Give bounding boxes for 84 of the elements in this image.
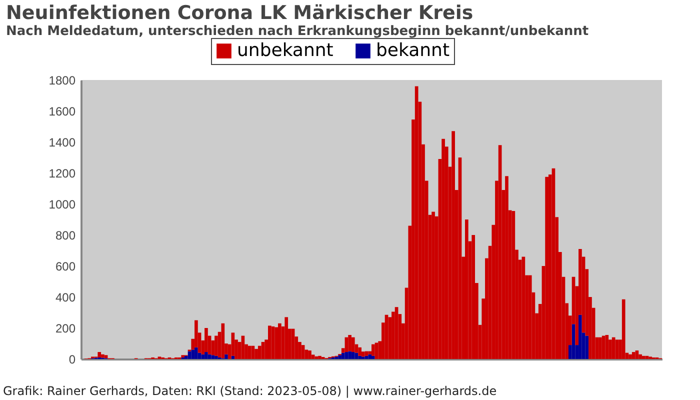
bar: [318, 356, 322, 359]
y-tick-label: 400: [55, 290, 76, 304]
bar: [278, 323, 282, 359]
bar: [628, 354, 632, 359]
bar: [528, 275, 532, 359]
text: Grafik: Rainer Gerhards, Daten: RKI (Stand: 2023-05-08) | www.rainer-gerhards.de: [3, 384, 497, 398]
bar: [505, 176, 508, 359]
chart-subtitle: Nach Meldedatum, unterschieden nach Erkrankungsbeginn bekannt/unbekannt: [6, 24, 589, 39]
y-tick-label: 1800: [48, 74, 76, 88]
bar: [512, 210, 516, 359]
bar: [311, 354, 315, 359]
bar: [268, 326, 272, 359]
bar: [632, 352, 636, 359]
bar: [578, 314, 582, 359]
bar: [622, 299, 626, 359]
legend-label: unbekannt: [237, 40, 334, 61]
bar: [344, 352, 348, 359]
bar: [348, 334, 352, 352]
bar: [545, 176, 548, 359]
y-tick-label: 0: [68, 352, 76, 366]
bar: [274, 327, 278, 359]
bar: [472, 235, 476, 359]
bar: [258, 346, 262, 359]
bar: [214, 336, 218, 356]
y-tick-label: 800: [55, 228, 76, 242]
bar: [191, 350, 195, 359]
bar: [432, 212, 435, 359]
bar: [458, 158, 462, 359]
bar: [615, 340, 619, 359]
bar: [308, 350, 312, 359]
bar: [368, 354, 372, 359]
bar: [201, 354, 205, 359]
bar: [498, 145, 502, 359]
bar: [314, 356, 318, 359]
bar: [224, 354, 228, 359]
bar: [351, 337, 355, 352]
bar: [361, 352, 365, 357]
bar: [598, 337, 602, 359]
y-tick-label: 600: [55, 260, 76, 274]
bar: [394, 307, 398, 359]
bar: [254, 348, 258, 359]
y-tick-label: 1200: [48, 166, 76, 180]
y-tick-label: 1400: [48, 136, 76, 150]
bar: [214, 356, 218, 359]
bar: [642, 356, 646, 359]
bar: [442, 138, 445, 359]
bar: [284, 317, 288, 359]
bar: [211, 340, 215, 356]
bar: [184, 356, 188, 359]
bar: [358, 347, 362, 356]
bar: [211, 355, 215, 359]
bar: [452, 131, 455, 359]
bar: [98, 352, 102, 358]
bar: [372, 356, 375, 359]
bar: [338, 355, 342, 359]
bar: [572, 324, 576, 359]
bar: [348, 351, 352, 359]
bar: [585, 336, 589, 359]
bar: [372, 344, 375, 356]
bar: [358, 356, 362, 359]
bar: [374, 342, 378, 359]
bar: [414, 86, 418, 359]
bar: [522, 256, 526, 359]
bar: [605, 334, 609, 359]
bar: [612, 337, 616, 359]
y-tick-label: 1600: [48, 104, 76, 118]
y-tick-label: 1000: [48, 198, 76, 212]
bar: [231, 332, 235, 356]
bar: [351, 352, 355, 359]
bar: [248, 346, 252, 359]
bar: [204, 352, 208, 359]
bar: [204, 328, 208, 352]
bar: [464, 220, 468, 359]
chart-title: Neuinfektionen Corona LK Märkischer Kreis: [6, 2, 474, 24]
bar: [194, 347, 198, 359]
bar: [552, 168, 556, 359]
bar: [271, 326, 275, 359]
bar: [638, 354, 642, 359]
bar: [101, 354, 104, 358]
bar: [341, 352, 345, 359]
bar: [221, 323, 225, 358]
legend-label: bekannt: [376, 40, 450, 61]
y-tick-label: 200: [55, 322, 76, 336]
bar: [301, 345, 305, 359]
